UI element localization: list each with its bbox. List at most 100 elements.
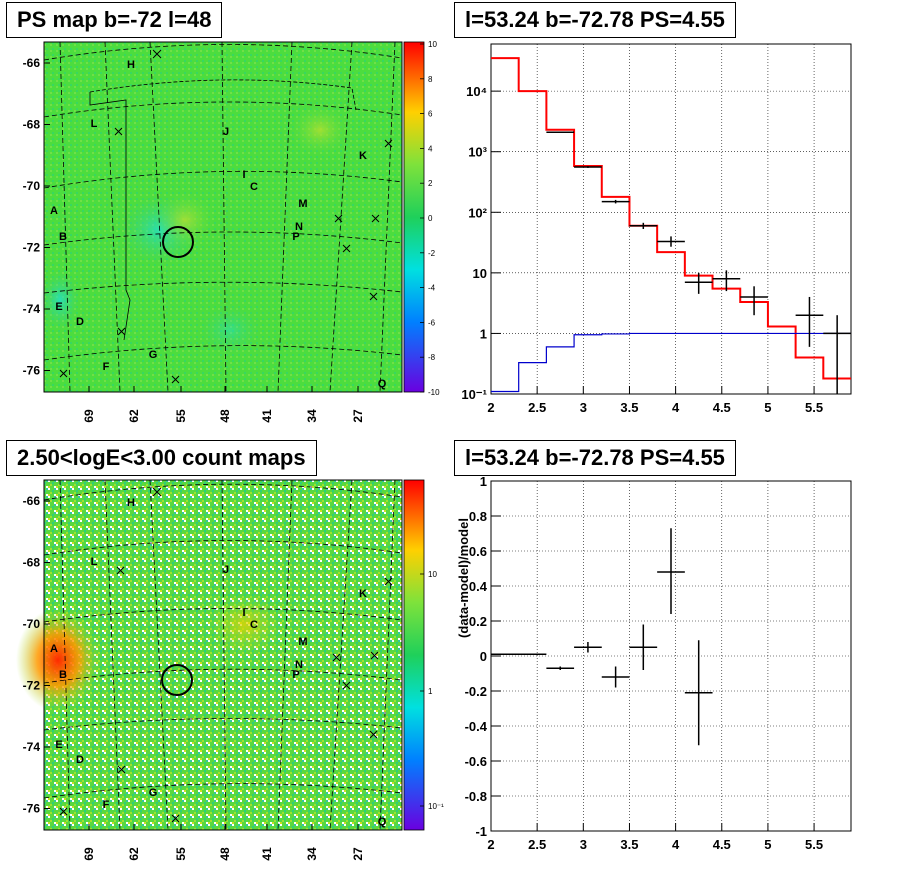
x-tick-label: 41 [260, 847, 274, 861]
region-label-n: N [295, 659, 303, 671]
spectrum-data-point [684, 272, 713, 294]
region-label-p: P [292, 231, 299, 243]
y-tick-label: -76 [23, 364, 41, 378]
residual-x-tick-label: 5 [764, 837, 771, 852]
spectrum-y-tick-label: 10⁻¹ [461, 387, 487, 402]
x-tick-label: 48 [218, 409, 232, 423]
x-tick-label: 27 [351, 409, 365, 423]
spectrum-x-tick-label: 4.5 [713, 400, 731, 415]
spectrum-panel: 2 2.5 3 3.5 4 4.5 5 5.5 10⁻¹ 1 10 10² 10³ 10⁴ [461, 43, 852, 415]
spectrum-data-point [823, 315, 851, 394]
x-tick-label: 69 [82, 847, 96, 861]
spectrum-y-tick-label: 10² [468, 205, 487, 220]
ps-map-cool-spot-3 [200, 305, 260, 355]
total-model-step-line [491, 57, 851, 380]
ps-map-labels: H L J K IC A MN B P E D G F Q [50, 59, 387, 390]
colorbar-tick-label: 10 [428, 40, 437, 49]
colorbar-tick-label: 2 [428, 179, 433, 188]
region-label-g: G [149, 787, 158, 799]
region-label-i: I [242, 607, 245, 619]
residual-data-point [657, 528, 685, 614]
ps-map-roi-outline [89, 92, 131, 341]
y-tick-label: -72 [23, 679, 41, 693]
residual-y-axis-label: (data-model)/model [456, 518, 471, 638]
spectrum-y-tick-label: 1 [480, 326, 487, 341]
count-map-source-circle [161, 664, 193, 696]
residual-title: l=53.24 b=-72.78 PS=4.55 [454, 440, 736, 476]
ps-model-step-line [491, 332, 851, 393]
region-label-a: A [50, 643, 58, 655]
residual-data-point [601, 666, 630, 688]
y-tick-label: -74 [23, 302, 41, 316]
spectrum-x-tick-label: 2.5 [528, 400, 546, 415]
region-label-f: F [103, 799, 110, 811]
ps-map-colorbar [403, 41, 425, 393]
ps-map-warm-spot [155, 192, 215, 248]
spectrum-y-tick-label: 10⁴ [466, 84, 487, 99]
residual-x-tick-label: 5.5 [805, 837, 823, 852]
region-label-q: Q [378, 816, 387, 828]
residual-y-tick-label: 1 [480, 474, 487, 489]
ps-map-x-ticks: 69 62 55 48 41 34 27 [82, 386, 365, 423]
region-label-p: P [292, 669, 299, 681]
x-tick-label: 34 [305, 847, 319, 861]
residual-y-tick-label: 0.4 [469, 579, 488, 594]
y-tick-label: -70 [23, 617, 41, 631]
residual-y-tick-label: -0.8 [465, 789, 487, 804]
region-label-a: A [50, 205, 58, 217]
y-tick-label: -68 [23, 556, 41, 570]
region-label-i: I [242, 169, 245, 181]
ps-map-y-ticks: -66 -68 -70 -72 -74 -76 [23, 56, 50, 378]
residual-y-tick-label: 0 [480, 649, 487, 664]
residual-y-tick-label: -0.2 [465, 684, 487, 699]
region-label-q: Q [378, 378, 387, 390]
y-tick-label: -66 [23, 56, 41, 70]
ps-map-frame [43, 41, 403, 393]
colorbar-tick-label: 1 [428, 687, 433, 696]
region-label-j: J [223, 564, 229, 576]
region-label-d: D [76, 316, 84, 328]
region-label-j: J [223, 126, 229, 138]
count-map-colorbar [403, 479, 425, 831]
residual-x-tick-label: 4 [672, 837, 680, 852]
residual-y-tick-label: 0.6 [469, 544, 487, 559]
ps-map-title: PS map b=-72 l=48 [6, 2, 223, 38]
spectrum-data-point [546, 131, 575, 133]
spectrum-title: l=53.24 b=-72.78 PS=4.55 [454, 2, 736, 38]
colorbar-tick-label: 8 [428, 75, 433, 84]
count-map-grid [43, 479, 403, 831]
region-label-k: K [359, 588, 367, 600]
region-label-l: L [91, 118, 98, 130]
spectrum-x-tick-label: 2 [487, 400, 494, 415]
region-label-k: K [359, 150, 367, 162]
residual-data-point [574, 642, 602, 653]
colorbar-tick-label: -8 [428, 353, 436, 362]
colorbar-tick-label: 4 [428, 144, 433, 153]
residual-x-tick-label: 3.5 [620, 837, 638, 852]
y-tick-label: -68 [23, 118, 41, 132]
residual-x-tick-label: 2 [487, 837, 494, 852]
colorbar-tick-label: -4 [428, 284, 436, 293]
x-tick-label: 62 [127, 847, 141, 861]
x-tick-label: 62 [127, 409, 141, 423]
x-tick-label: 69 [82, 409, 96, 423]
spectrum-x-tick-label: 3.5 [620, 400, 638, 415]
region-label-d: D [76, 754, 84, 766]
region-label-b: B [59, 669, 67, 681]
colorbar-tick-label: -6 [428, 318, 436, 327]
residual-y-tick-label: 0.8 [469, 509, 487, 524]
region-label-e: E [55, 739, 62, 751]
x-tick-label: 48 [218, 847, 232, 861]
residual-y-tick-label: 0.2 [469, 614, 487, 629]
region-label-l: L [91, 556, 98, 568]
ps-map-grid [43, 41, 403, 393]
x-tick-label: 27 [351, 847, 365, 861]
count-map-labels: H L J K IC A MN B P E D G F Q [50, 497, 387, 828]
spectrum-data-point [574, 166, 602, 168]
region-label-m: M [298, 636, 307, 648]
spectrum-y-tick-label: 10³ [468, 145, 487, 160]
ps-map-source-circle [162, 226, 194, 258]
ps-map-roi-top [89, 79, 357, 111]
residual-y-tick-label: -0.6 [465, 754, 487, 769]
